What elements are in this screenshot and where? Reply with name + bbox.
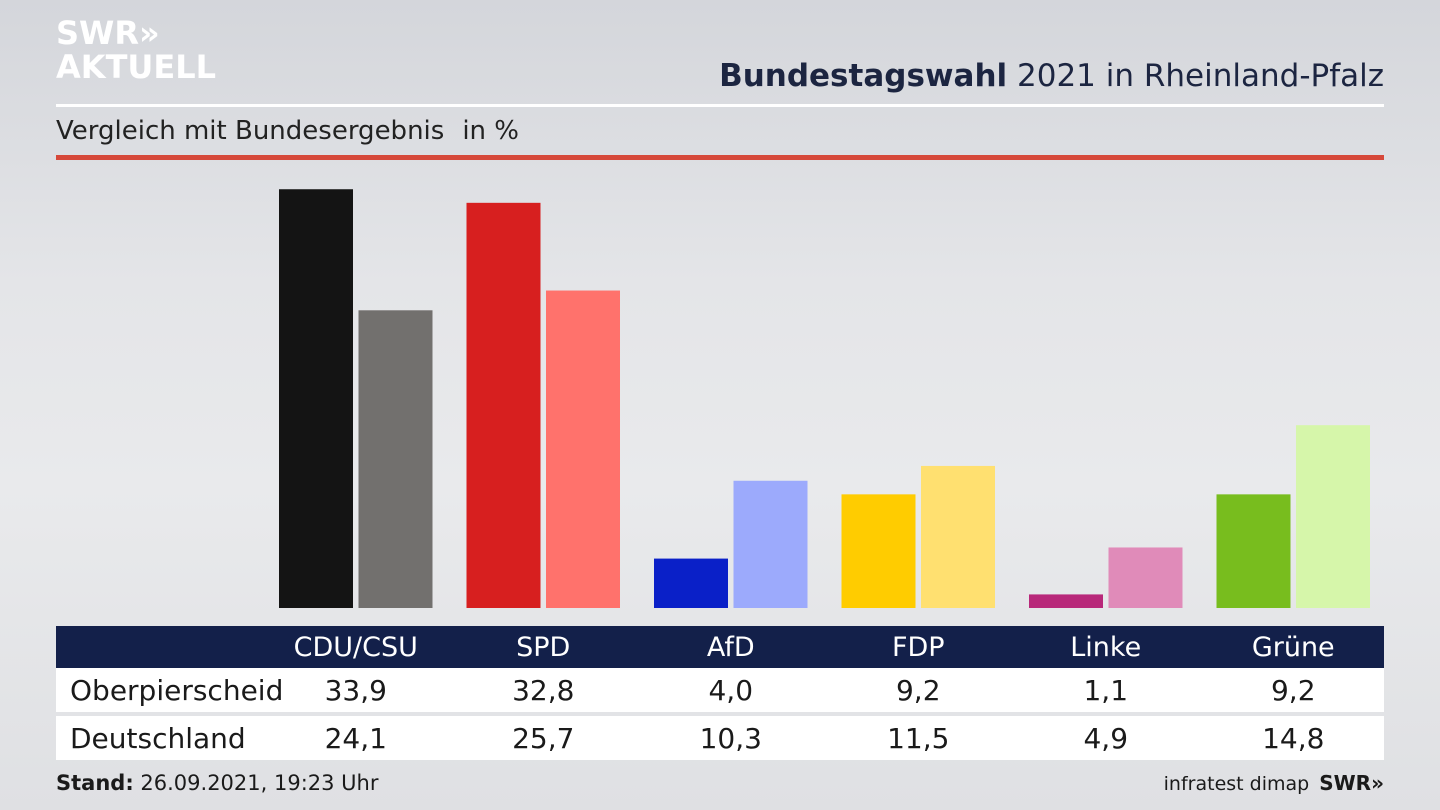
value-cell: 1,1 <box>1083 673 1129 707</box>
column-header: Grüne <box>1251 631 1335 663</box>
logo-line-1: SWR» <box>56 14 160 52</box>
value-cell: 33,9 <box>324 673 387 707</box>
value-cell: 24,1 <box>324 721 387 755</box>
column-header: CDU/CSU <box>293 631 418 663</box>
column-header: FDP <box>891 631 945 663</box>
value-cell: 25,7 <box>512 721 575 755</box>
column-header: Linke <box>1070 631 1142 663</box>
table-header-row: CDU/CSU SPD AfD FDP Linke Grüne <box>56 626 1384 668</box>
swr-brand-logo: SWR» <box>1319 771 1384 795</box>
bar-fdp-local <box>841 494 916 608</box>
column-header: AfD <box>706 631 755 663</box>
table-row: Oberpierscheid 33,9 32,8 4,0 9,2 1,1 9,2 <box>56 668 1384 712</box>
value-cell: 11,5 <box>887 721 950 755</box>
bar-afd-national <box>733 480 808 608</box>
bar-spd-national <box>546 290 620 608</box>
value-cell: 9,2 <box>1270 673 1316 707</box>
row-label: Oberpierscheid <box>70 673 284 707</box>
bar-spd-local <box>466 202 541 608</box>
bar-chart <box>279 189 1370 608</box>
accent-divider <box>56 155 1384 160</box>
bar-afd-local <box>654 558 728 608</box>
value-cell: 9,2 <box>895 673 941 707</box>
row-label: Deutschland <box>70 721 246 755</box>
swr-aktuell-logo: SWR» AKTUELL <box>56 16 216 84</box>
source-text: infratest dimap <box>1163 773 1310 795</box>
logo-line-2: AKTUELL <box>56 48 217 86</box>
title-bold: Bundestagswahl <box>719 58 1008 94</box>
column-header: SPD <box>516 631 571 663</box>
value-cell: 32,8 <box>512 673 575 707</box>
value-cell: 10,3 <box>699 721 762 755</box>
bar-cducsu-local <box>279 189 353 608</box>
results-table: CDU/CSU SPD AfD FDP Linke Grüne Oberpierschei… <box>56 626 1384 760</box>
bar-linke-national <box>1108 547 1183 608</box>
bar-cducsu-national <box>358 310 433 608</box>
page-title: Bundestagswahl 2021 in Rheinland-Pfalz <box>719 58 1384 94</box>
bar-linke-local <box>1029 594 1103 608</box>
title-divider <box>56 104 1384 107</box>
subtitle-unit: in % <box>462 116 519 146</box>
value-cell: 4,9 <box>1083 721 1129 755</box>
source-credit: infratest dimap SWR» <box>1164 771 1384 795</box>
title-rest: 2021 in Rheinland-Pfalz <box>1007 58 1384 94</box>
bar-fdp-national <box>921 465 995 608</box>
value-cell: 14,8 <box>1262 721 1325 755</box>
subtitle-text: Vergleich mit Bundesergebnis <box>56 116 445 146</box>
bar-grne-local <box>1216 494 1291 608</box>
stand-label: Stand: <box>56 771 134 795</box>
stand-value: 26.09.2021, 19:23 Uhr <box>133 771 379 795</box>
table-row: Deutschland 24,1 25,7 10,3 11,5 4,9 14,8 <box>56 716 1384 760</box>
subtitle: Vergleich mit Bundesergebnis in % <box>56 116 519 146</box>
timestamp: Stand: 26.09.2021, 19:23 Uhr <box>56 771 379 795</box>
value-cell: 4,0 <box>708 673 754 707</box>
bar-grne-national <box>1296 425 1370 608</box>
